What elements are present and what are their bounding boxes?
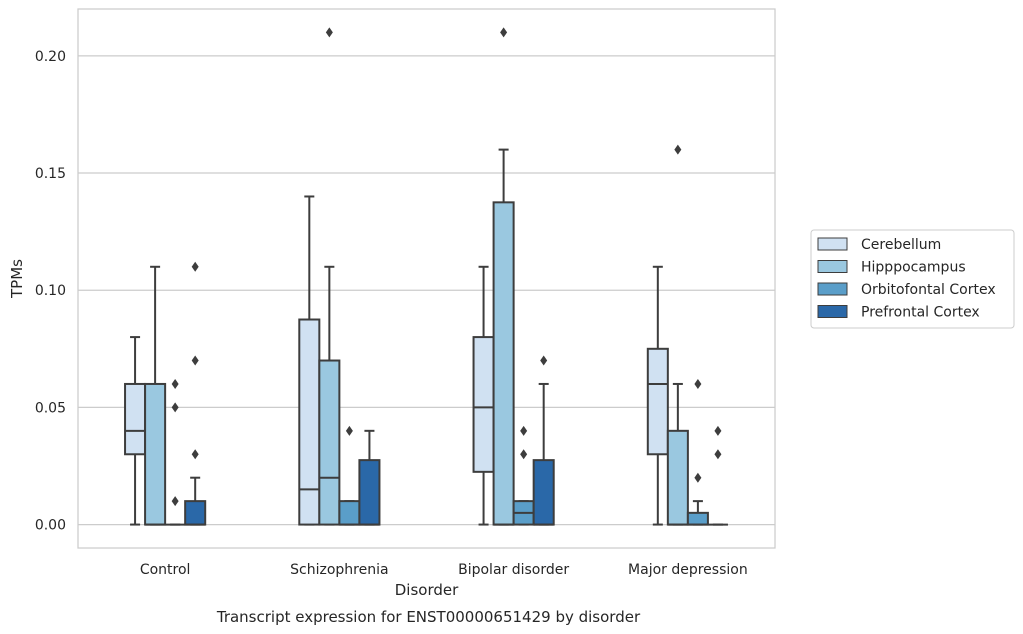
box-plot: [512, 425, 535, 526]
box: [472, 336, 495, 473]
y-tick-label: 0.20: [35, 49, 66, 65]
box: [532, 459, 555, 526]
box-plot: [532, 355, 555, 526]
legend-label: Prefrontal Cortex: [861, 305, 980, 321]
x-tick-labels: Control Schizophrenia Bipolar disorder Majo…: [140, 562, 748, 578]
box-plot: [666, 144, 689, 526]
box: [646, 347, 669, 456]
box: [666, 429, 689, 526]
legend-swatch: [817, 305, 848, 318]
box: [298, 318, 321, 526]
box: [686, 511, 709, 526]
x-tick-label: Schizophrenia: [290, 562, 388, 578]
box: [358, 459, 381, 526]
outlier-point: [694, 378, 702, 389]
legend-swatch: [817, 282, 848, 296]
box-plot: [318, 27, 341, 526]
x-tick-label: Control: [140, 562, 191, 578]
box-plot: [338, 425, 361, 526]
legend-frame: [810, 229, 1015, 329]
chart-caption: Transcript expression for ENST0000065142…: [216, 608, 641, 626]
x-tick-label: Major depression: [628, 562, 748, 578]
box-plot: [358, 429, 381, 526]
box-plot: [686, 378, 709, 526]
outlier-point: [191, 355, 199, 366]
outlier-point: [540, 355, 548, 366]
legend-label: Hipppocampus: [861, 260, 966, 276]
outlier-point: [191, 261, 199, 272]
y-tick-labels: 0.00 0.05 0.10 0.15 0.20: [35, 49, 66, 534]
outlier-point: [171, 378, 179, 389]
outlier-point: [171, 402, 179, 413]
outlier-point: [191, 449, 199, 460]
y-axis-label: TPMs: [8, 259, 26, 299]
outlier-point: [520, 449, 528, 460]
box: [144, 382, 167, 526]
box: [184, 500, 207, 526]
box-plot: [298, 195, 321, 526]
outlier-point: [714, 449, 722, 460]
x-tick-label: Bipolar disorder: [458, 562, 569, 578]
outlier-point: [674, 144, 682, 155]
box-plot: [707, 425, 728, 526]
outlier-point: [520, 425, 528, 436]
box-plot: [124, 336, 147, 526]
box: [492, 201, 515, 526]
legend-swatch: [817, 260, 848, 273]
legend: Cerebellum Hipppocampus Orbitofontal Corte…: [810, 229, 1015, 329]
outlier-point: [345, 425, 353, 436]
legend-swatch: [817, 237, 848, 251]
box-plot: [646, 265, 669, 526]
outlier-point: [171, 496, 179, 507]
box-plot: [472, 265, 495, 526]
outlier-point: [694, 472, 702, 483]
outlier-point: [714, 425, 722, 436]
box-plot: [165, 378, 186, 526]
box: [318, 359, 341, 526]
box: [124, 382, 147, 456]
box-plot: [144, 265, 167, 526]
legend-label: Orbitofontal Cortex: [861, 282, 996, 298]
outlier-point: [325, 27, 333, 38]
box-groups: [124, 27, 728, 526]
x-axis-label: Disorder: [395, 581, 459, 599]
box-plot: [184, 261, 207, 526]
outlier-point: [500, 27, 508, 38]
legend-label: Cerebellum: [861, 237, 941, 253]
box-plot: [492, 27, 515, 526]
y-tick-label: 0.00: [35, 518, 66, 534]
plot-area: [77, 8, 776, 549]
y-tick-label: 0.10: [35, 283, 66, 299]
y-tick-label: 0.05: [35, 400, 66, 416]
y-tick-label: 0.15: [35, 166, 66, 182]
box: [338, 500, 361, 526]
